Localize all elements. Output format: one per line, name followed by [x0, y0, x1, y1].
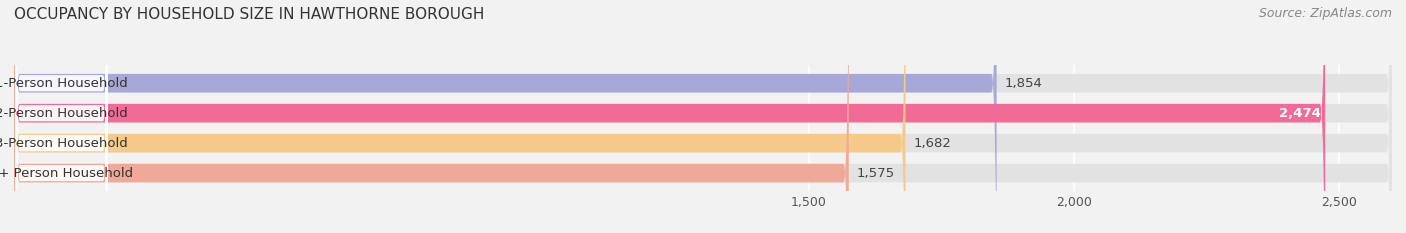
FancyBboxPatch shape — [14, 0, 1392, 233]
Text: 1-Person Household: 1-Person Household — [0, 77, 128, 90]
Text: Source: ZipAtlas.com: Source: ZipAtlas.com — [1258, 7, 1392, 20]
Text: 1,575: 1,575 — [856, 167, 894, 180]
FancyBboxPatch shape — [14, 0, 997, 233]
FancyBboxPatch shape — [14, 0, 905, 233]
Text: 4+ Person Household: 4+ Person Household — [0, 167, 134, 180]
FancyBboxPatch shape — [14, 0, 1326, 233]
Text: 3-Person Household: 3-Person Household — [0, 137, 128, 150]
FancyBboxPatch shape — [14, 0, 1392, 233]
FancyBboxPatch shape — [15, 0, 108, 233]
Text: 1,854: 1,854 — [1004, 77, 1042, 90]
FancyBboxPatch shape — [15, 0, 108, 233]
FancyBboxPatch shape — [14, 0, 849, 233]
Text: OCCUPANCY BY HOUSEHOLD SIZE IN HAWTHORNE BOROUGH: OCCUPANCY BY HOUSEHOLD SIZE IN HAWTHORNE… — [14, 7, 485, 22]
FancyBboxPatch shape — [14, 0, 1392, 233]
Text: 2-Person Household: 2-Person Household — [0, 107, 128, 120]
FancyBboxPatch shape — [15, 0, 108, 233]
Text: 1,682: 1,682 — [914, 137, 952, 150]
FancyBboxPatch shape — [15, 0, 108, 233]
FancyBboxPatch shape — [14, 0, 1392, 233]
Text: 2,474: 2,474 — [1279, 107, 1320, 120]
